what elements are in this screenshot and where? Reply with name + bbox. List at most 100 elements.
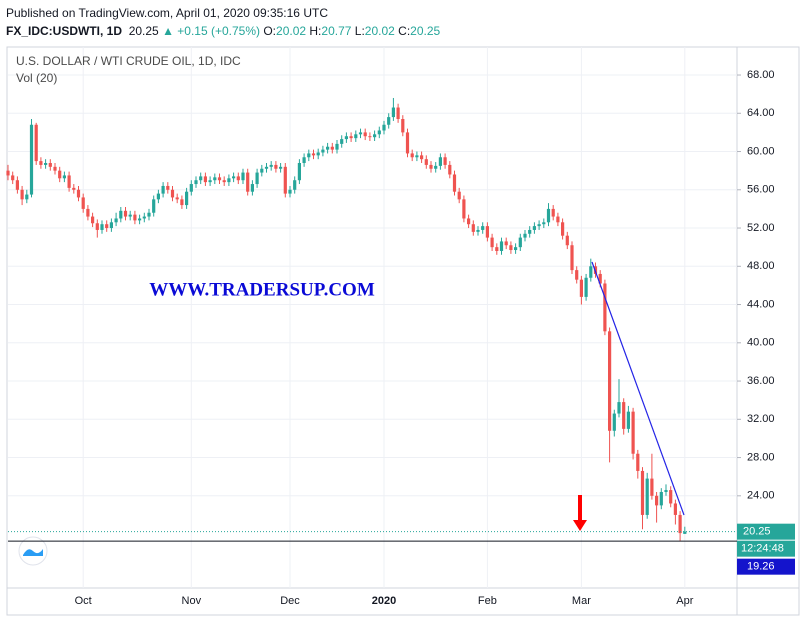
candle-body [415,155,419,158]
candle-body [584,277,588,297]
candle-body [199,176,203,181]
candle-body [114,218,118,223]
candle-body [264,166,269,169]
candle-body [58,170,62,179]
candle-body [34,124,38,162]
candles [6,97,687,541]
change: ▲ +0.15 (+0.75%) [162,24,260,38]
x-tick-label: Apr [676,595,693,607]
candle-body [626,411,630,429]
candle-body [246,172,250,192]
ohlc-key: H: [309,24,322,38]
candle-body [420,155,424,160]
candle-body [274,164,278,169]
candle-body [495,247,499,251]
last-price-box [737,523,795,540]
ohlc-key: C: [398,24,411,38]
candle-body [358,132,363,135]
candle-body [373,134,377,138]
candle-body [340,139,344,144]
grid [8,47,737,588]
candle-body [269,164,273,167]
arrow [573,495,587,531]
candle-body [561,222,565,236]
candle-body [598,273,602,284]
candle-body [236,176,240,181]
candle-body [217,177,222,181]
candle-body [44,163,48,165]
candle-body [490,237,494,248]
candle-body [401,119,405,133]
low-line-label: 19.26 [747,561,775,573]
candle-body [499,241,504,251]
y-tick-label: 68.00 [747,69,775,81]
candle-body [72,187,76,190]
candle-body [147,212,151,217]
candle-body [575,270,579,280]
candle-body [462,199,466,219]
candle-body [382,124,386,131]
symbol: FX_IDC:USDWTI, 1D [6,24,123,38]
candle-body [631,411,635,454]
last: 20.25 [128,24,159,38]
candle-body [142,216,146,219]
candle-body [528,229,532,234]
x-tick-label: Mar [572,595,591,607]
x-tick-label: Feb [478,595,497,607]
y-tick-label: 44.00 [747,298,775,310]
header: Published on TradingView.com, April 01, … [6,4,440,40]
candle-body [556,216,560,223]
frame [6,46,800,616]
candle-body [133,214,137,221]
candle-body [537,224,541,227]
ohlc-key: O: [263,24,277,38]
candle-body [354,134,358,139]
candle-body [255,172,259,185]
candle-body [260,168,264,173]
trend-line [591,261,685,516]
candle-body [170,189,175,198]
y-tick-label: 28.00 [747,451,775,463]
candle-body [213,177,217,181]
candle-body [250,184,254,192]
candle-body [15,180,19,190]
candle-body [81,197,85,209]
candle-body [669,490,673,504]
watermark: WWW.TRADERSUP.COM [149,279,375,300]
candle-body [109,222,113,229]
ohlc-value: 20.02 [276,24,307,38]
candle-body [410,153,414,158]
candle-body [105,224,109,229]
candle-body [452,174,457,192]
candle-body [405,132,410,154]
countdown-label: 12:24:48 [741,543,784,555]
candle-body [39,161,43,165]
candle-body [471,224,475,232]
candle-body [128,214,132,217]
candle-body [302,157,306,164]
x-tick-label: Nov [182,595,202,607]
candle-body [76,189,81,198]
candle-body [316,152,320,156]
candle-body [288,189,292,194]
candle-body [434,165,438,169]
candle-body [664,490,668,492]
candle-body [326,146,330,150]
candle-body [683,531,687,534]
candle-body [429,164,433,169]
y-tick-label: 56.00 [747,184,775,196]
candle-body [91,216,95,224]
candle-body [283,166,287,194]
logo-mark [23,549,43,556]
candle-body [424,159,428,165]
candle-body [570,245,574,271]
candle-body [123,210,128,217]
candle-body [523,233,527,238]
candle-body [391,107,395,118]
candle-body [589,266,593,278]
y-tick-label: 36.00 [747,375,775,387]
candle-body [509,245,513,251]
candle-body [387,117,391,125]
candle-body [203,176,207,183]
